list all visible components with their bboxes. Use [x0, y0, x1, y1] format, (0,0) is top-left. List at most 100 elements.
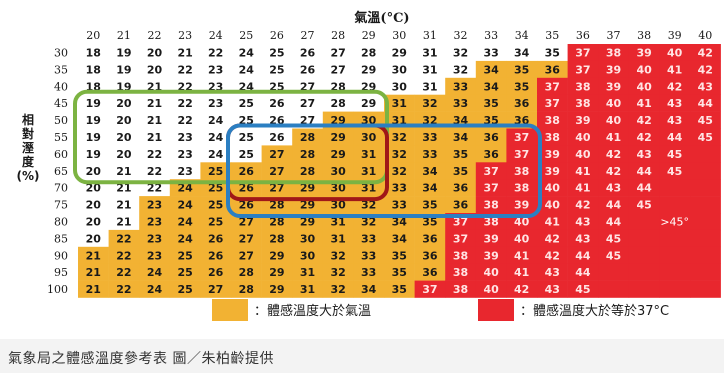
- y-axis-label: 度: [22, 154, 35, 169]
- y-tick-label: 40: [54, 80, 68, 93]
- cell-value: 41: [667, 63, 682, 76]
- heat-cell: [353, 263, 385, 281]
- heat-cell: [292, 263, 324, 281]
- cell-value: 41: [606, 131, 621, 144]
- cell-value: 22: [116, 232, 131, 245]
- cell-value: 28: [269, 199, 284, 212]
- x-tick-label: 28: [331, 29, 345, 42]
- heat-cell: [139, 280, 171, 298]
- cell-value: 37: [514, 131, 529, 144]
- cell-value: 36: [453, 182, 469, 195]
- cell-value: 36: [483, 131, 499, 144]
- heat-cell: [445, 179, 477, 197]
- cell-value: 25: [239, 131, 254, 144]
- x-tick-label: 33: [484, 29, 498, 42]
- heat-cell: [322, 60, 354, 79]
- cell-value: 22: [116, 283, 131, 296]
- cell-value: 43: [667, 114, 682, 127]
- cell-value: 31: [361, 165, 376, 178]
- x-tick-label: 38: [637, 29, 651, 42]
- cell-value: 37: [453, 232, 468, 245]
- heat-cell: [598, 77, 630, 95]
- heat-cell: [231, 94, 262, 112]
- cell-value: 28: [300, 131, 315, 144]
- cell-value: 43: [698, 80, 713, 93]
- cell-value: 26: [269, 131, 285, 144]
- heat-cell: [231, 128, 262, 146]
- highlight-box-blue: [226, 123, 542, 218]
- cell-value: 41: [575, 165, 590, 178]
- heat-cell: [292, 162, 324, 180]
- caption-band: [0, 339, 724, 373]
- heat-cell: [108, 162, 140, 180]
- heat-cell: [322, 94, 354, 112]
- cell-value: 27: [239, 215, 254, 228]
- heat-cell: [537, 196, 568, 214]
- cell-value: 40: [667, 46, 683, 59]
- cell-value: 45: [698, 114, 713, 127]
- cell-value: 40: [606, 97, 622, 110]
- heat-cell: [261, 44, 293, 62]
- heat-cell: [108, 111, 140, 129]
- heat-cell: [414, 229, 446, 248]
- cell-value: 29: [330, 131, 345, 144]
- cell-value: 36: [514, 97, 530, 110]
- cell-value: 38: [483, 215, 498, 228]
- cell-value: 20: [147, 63, 163, 76]
- heat-cell: [598, 94, 630, 112]
- cell-value: 38: [514, 165, 529, 178]
- cell-value: 40: [575, 131, 591, 144]
- heat-cell: [78, 111, 109, 129]
- cell-value: 22: [177, 114, 192, 127]
- cell-value: 26: [300, 63, 316, 76]
- heat-cell: [108, 280, 140, 298]
- heat-cell: [139, 60, 171, 79]
- cell-value: 28: [361, 46, 376, 59]
- cell-value: 25: [239, 97, 254, 110]
- heat-cell: [567, 179, 599, 197]
- heat-cell: [139, 229, 171, 248]
- cell-value: 30: [330, 165, 346, 178]
- heat-cell: [537, 111, 568, 129]
- cell-value: 31: [422, 63, 437, 76]
- heat-cell: [598, 263, 630, 281]
- heat-cell: [414, 162, 446, 180]
- heat-cell: [108, 196, 140, 214]
- cell-value: 35: [392, 249, 407, 262]
- heat-cell: [567, 44, 599, 62]
- cell-value: 23: [147, 232, 162, 245]
- cell-value: 45: [606, 232, 621, 245]
- heat-cell: [322, 246, 354, 264]
- cell-value: 21: [177, 46, 192, 59]
- cell-value: 29: [392, 46, 407, 59]
- cell-value: 38: [545, 114, 560, 127]
- y-tick-label: 70: [54, 182, 68, 195]
- heat-cell: [231, 162, 262, 180]
- heat-cell: [384, 179, 415, 197]
- heat-cell: [659, 213, 691, 231]
- heat-cell: [445, 229, 477, 248]
- cell-value: 27: [269, 182, 284, 195]
- heat-cell: [475, 128, 507, 146]
- heat-cell: [414, 77, 446, 95]
- y-tick-label: 95: [54, 266, 68, 279]
- x-tick-label: 29: [362, 29, 376, 42]
- cell-value: 18: [86, 46, 101, 59]
- cell-value: 43: [575, 232, 590, 245]
- heat-cell: [567, 280, 599, 298]
- heat-cell: [231, 246, 262, 264]
- x-tick-label: 40: [698, 29, 712, 42]
- heat-cell: [506, 162, 538, 180]
- cell-value: 37: [422, 283, 437, 296]
- x-tick-label: 26: [270, 29, 284, 42]
- cell-value: 29: [269, 283, 284, 296]
- cell-value: 38: [545, 131, 560, 144]
- heat-cell: [108, 213, 140, 231]
- cell-value: 39: [545, 148, 560, 161]
- cell-value: 26: [269, 97, 285, 110]
- cell-value: 20: [86, 182, 102, 195]
- cell-value: 43: [606, 182, 621, 195]
- heat-cell: [322, 162, 354, 180]
- heat-cell: [108, 128, 140, 146]
- heat-cell: [567, 213, 599, 231]
